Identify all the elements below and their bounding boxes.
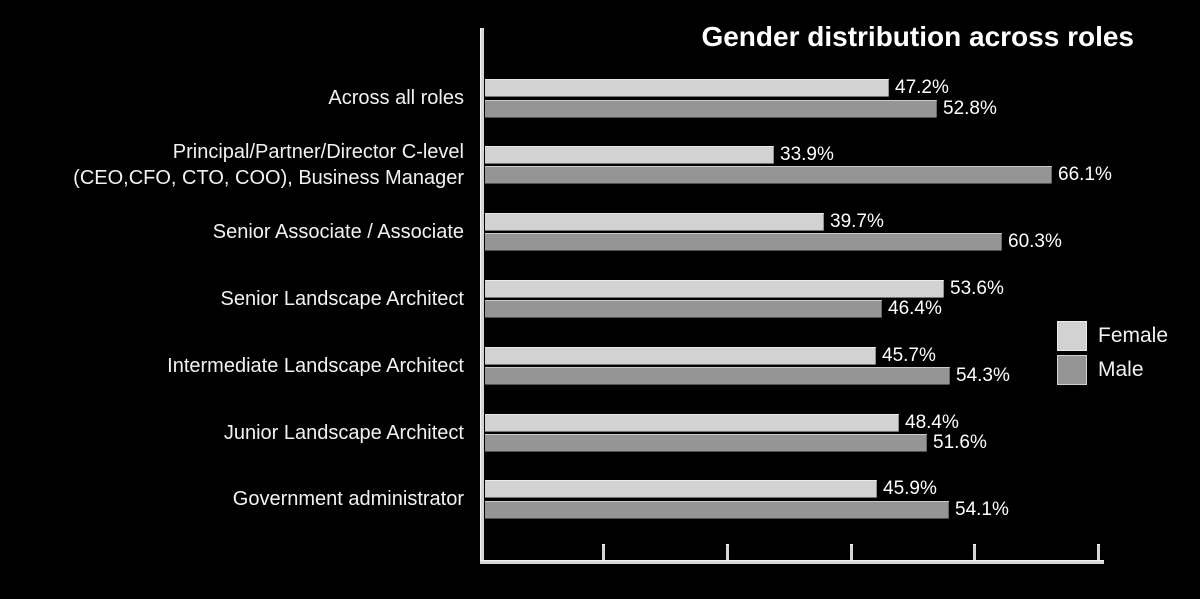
value-label-female: 47.2% (895, 77, 949, 98)
value-label-male: 52.8% (943, 98, 997, 119)
bar-female (485, 347, 876, 365)
category-label: Government administrator (232, 488, 464, 510)
value-label-female: 53.6% (950, 278, 1004, 299)
category-label: Senior Associate / Associate (212, 221, 464, 243)
category-label: Junior Landscape Architect (223, 422, 464, 444)
legend-swatch-female-icon (1057, 321, 1087, 351)
value-label-male: 46.4% (888, 298, 942, 319)
x-axis-line (480, 560, 1104, 564)
bar-female (485, 480, 877, 498)
category-label: Across all roles (328, 87, 464, 109)
bar-male (485, 367, 950, 385)
value-label-female: 33.9% (780, 144, 834, 165)
value-label-male: 66.1% (1058, 164, 1112, 185)
legend-label-female: Female (1098, 324, 1169, 347)
bar-female (485, 146, 774, 164)
bar-male (485, 166, 1052, 184)
chart-title: Gender distribution across roles (701, 21, 1134, 52)
x-tick-icon (850, 544, 853, 560)
y-axis-line (480, 28, 484, 564)
x-tick-icon (602, 544, 605, 560)
bar-male (485, 434, 927, 452)
value-label-male: 51.6% (933, 432, 987, 453)
value-label-female: 45.9% (883, 478, 937, 499)
bar-male (485, 233, 1002, 251)
bar-male (485, 100, 937, 118)
legend-swatch-male-icon (1057, 355, 1087, 385)
value-label-female: 48.4% (905, 412, 959, 433)
value-label-female: 39.7% (830, 211, 884, 232)
bar-female (485, 280, 944, 298)
legend: Female Male (1057, 321, 1168, 389)
legend-item-male: Male (1057, 355, 1168, 385)
legend-item-female: Female (1057, 321, 1168, 351)
value-label-male: 54.1% (955, 499, 1009, 520)
bar-female (485, 213, 824, 231)
bar-female (485, 79, 889, 97)
value-label-male: 60.3% (1008, 231, 1062, 252)
category-label: Intermediate Landscape Architect (167, 355, 464, 377)
x-tick-icon (1097, 544, 1100, 560)
value-label-male: 54.3% (956, 365, 1010, 386)
category-label: Principal/Partner/Director C-level (CEO,C… (73, 141, 464, 189)
category-label: Senior Landscape Architect (220, 288, 465, 310)
value-label-female: 45.7% (882, 345, 936, 366)
bar-female (485, 414, 899, 432)
bar-male (485, 300, 882, 318)
x-tick-icon (973, 544, 976, 560)
bar-male (485, 501, 949, 519)
x-tick-icon (726, 544, 729, 560)
legend-label-male: Male (1098, 358, 1144, 381)
